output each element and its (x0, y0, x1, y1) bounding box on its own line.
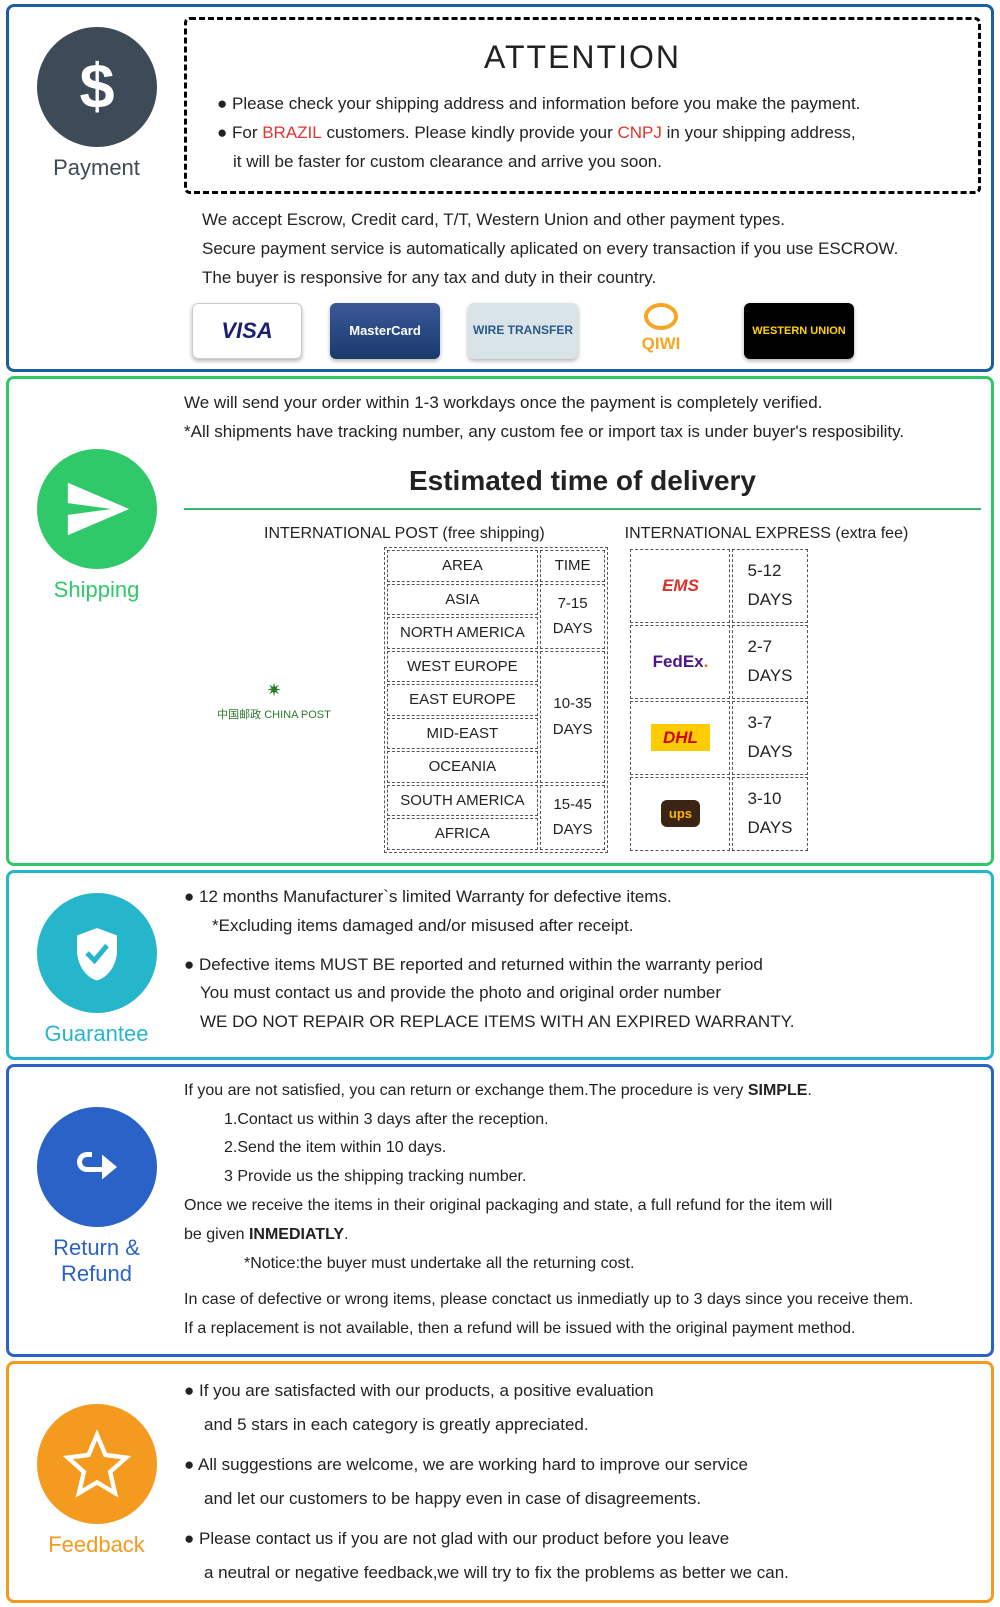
shipping-section: Shipping We will send your order within … (6, 376, 994, 866)
shipping-tables: ✷ 中国邮政 CHINA POST AREATIME ASIA7-15DAYS … (184, 547, 981, 853)
feedback-section: Feedback ● If you are satisfacted with o… (6, 1361, 994, 1603)
attention-title: ATTENTION (205, 30, 960, 84)
return-icon (37, 1107, 157, 1227)
payment-content: ATTENTION ● Please check your shipping a… (184, 17, 981, 359)
dollar-icon: $ (37, 27, 157, 147)
attention-box: ATTENTION ● Please check your shipping a… (184, 17, 981, 194)
ups-logo: ups (630, 777, 730, 851)
feedback-content: ● If you are satisfacted with our produc… (184, 1374, 981, 1590)
svg-text:$: $ (79, 52, 114, 122)
guarantee-section: Guarantee ● 12 months Manufacturer`s lim… (6, 870, 994, 1060)
est-delivery-title: Estimated time of delivery (184, 457, 981, 505)
attention-line2: ● For BRAZIL customers. Please kindly pr… (205, 119, 960, 148)
visa-card: VISA (192, 303, 302, 359)
express-table: EMS5-12DAYS FedEx.2-7DAYS DHL3-7DAYS ups… (628, 547, 809, 853)
ems-logo: EMS (630, 549, 730, 623)
mastercard-card: MasterCard (330, 303, 440, 359)
return-section: Return & Refund If you are not satisfied… (6, 1064, 994, 1357)
feedback-label: Feedback (19, 1532, 174, 1558)
guarantee-label: Guarantee (19, 1021, 174, 1047)
shield-icon (37, 893, 157, 1013)
payment-cards: VISA MasterCard WIRE TRANSFER QIWI WESTE… (184, 303, 981, 359)
return-content: If you are not satisfied, you can return… (184, 1077, 981, 1344)
feedback-icon-col: Feedback (19, 1374, 174, 1590)
fedex-logo: FedEx. (630, 625, 730, 699)
post-table: AREATIME ASIA7-15DAYS NORTH AMERICA WEST… (384, 547, 608, 853)
attention-line1: ● Please check your shipping address and… (205, 90, 960, 119)
shipping-content: We will send your order within 1-3 workd… (184, 389, 981, 853)
shipping-icon-col: Shipping (19, 389, 174, 853)
china-post-logo: ✷ 中国邮政 CHINA POST (184, 547, 364, 853)
dhl-logo: DHL (630, 701, 730, 775)
star-icon (37, 1404, 157, 1524)
plane-icon (37, 449, 157, 569)
return-icon-col: Return & Refund (19, 1077, 174, 1344)
return-label: Return & Refund (19, 1235, 174, 1287)
wu-card: WESTERN UNION (744, 303, 854, 359)
payment-section: $ Payment ATTENTION ● Please check your … (6, 4, 994, 372)
payment-label: Payment (19, 155, 174, 181)
wire-card: WIRE TRANSFER (468, 303, 578, 359)
payment-icon-col: $ Payment (19, 17, 174, 359)
guarantee-icon-col: Guarantee (19, 883, 174, 1047)
payment-text: We accept Escrow, Credit card, T/T, West… (184, 206, 981, 293)
shipping-label: Shipping (19, 577, 174, 603)
attention-line3: it will be faster for custom clearance a… (205, 148, 960, 177)
guarantee-content: ● 12 months Manufacturer`s limited Warra… (184, 883, 981, 1047)
qiwi-card: QIWI (606, 303, 716, 359)
